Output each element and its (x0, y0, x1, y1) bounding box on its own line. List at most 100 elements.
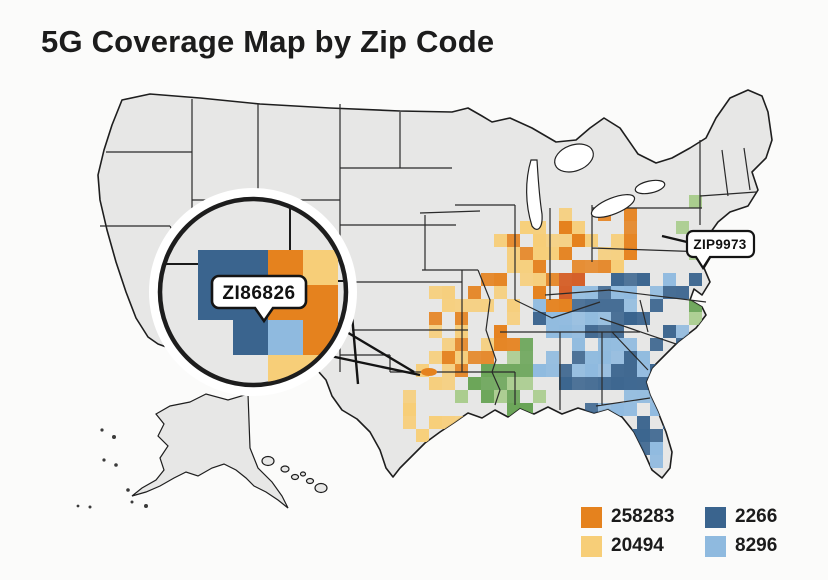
zip-cell (637, 273, 650, 286)
zip-cell (546, 299, 559, 312)
legend-value: 20494 (611, 535, 664, 556)
zip-cell (520, 260, 533, 273)
zip-cell (442, 351, 455, 364)
great-lakes (526, 143, 666, 230)
zip-cell (650, 429, 663, 442)
states-layer (76, 89, 773, 509)
zip-cell (403, 390, 416, 403)
zip-cell (468, 286, 481, 299)
legend-item: 258283 (581, 506, 679, 528)
zip-cell (598, 286, 611, 299)
zip-cell (507, 351, 520, 364)
zip-cell (624, 390, 637, 403)
zip-cell (572, 299, 585, 312)
zip-cell (520, 273, 533, 286)
zip-cell (624, 247, 637, 260)
zip-cell (624, 312, 637, 325)
zip-cell (598, 260, 611, 273)
zip-cell (494, 286, 507, 299)
inset-zip-cell (303, 250, 338, 285)
zip-cell (416, 429, 429, 442)
zip-cell (624, 351, 637, 364)
zip-cell (533, 312, 546, 325)
zip-cell (533, 273, 546, 286)
zip-cell (520, 338, 533, 351)
zip-cell (481, 351, 494, 364)
zip-cell (611, 260, 624, 273)
zip-cell (507, 299, 520, 312)
zip-cell (520, 364, 533, 377)
zip-cell (559, 221, 572, 234)
legend-value: 258283 (611, 506, 675, 527)
zip-cell (533, 286, 546, 299)
zip-cell (598, 247, 611, 260)
legend-item: 8296 (705, 535, 803, 557)
zip-cell (598, 299, 611, 312)
zip-cell (598, 351, 611, 364)
zip-cell (507, 377, 520, 390)
zip-cell (676, 325, 689, 338)
zip-cell (689, 312, 702, 325)
map-callout-label: ZIP9973 (693, 237, 746, 252)
zip-cell (676, 351, 689, 364)
zip-cell (494, 234, 507, 247)
zip-cell (520, 377, 533, 390)
zip-cell (611, 234, 624, 247)
zip-cell (611, 338, 624, 351)
zip-cell (637, 377, 650, 390)
zip-cell (637, 351, 650, 364)
zip-cell (533, 364, 546, 377)
zip-cell (403, 416, 416, 429)
zip-cell (611, 247, 624, 260)
zip-cell (611, 286, 624, 299)
zip-cell (676, 338, 689, 351)
zip-cell (611, 312, 624, 325)
zip-cell (650, 442, 663, 455)
legend: 258283 20494 2266 8296 (581, 506, 803, 557)
zip-cell (598, 338, 611, 351)
zip-cell (624, 208, 637, 221)
zip-cell (637, 429, 650, 442)
zip-cell (624, 403, 637, 416)
lake-huron (554, 143, 594, 173)
zip-cell (481, 273, 494, 286)
zip-cell (559, 208, 572, 221)
zip-cell (663, 390, 676, 403)
zip-cell (429, 377, 442, 390)
zip-cell (624, 273, 637, 286)
zip-cell (585, 286, 598, 299)
zip-cell (429, 312, 442, 325)
zip-cell (572, 364, 585, 377)
zip-cell (559, 312, 572, 325)
zip-cell (520, 247, 533, 260)
zip-cell (429, 416, 442, 429)
legend-swatch-light-orange (581, 535, 602, 557)
zip-cell (507, 364, 520, 377)
zip-cell (572, 351, 585, 364)
zip-cell (624, 377, 637, 390)
zip-cell (507, 390, 520, 403)
zip-cell (507, 234, 520, 247)
zip-cell (637, 312, 650, 325)
zip-cell (442, 364, 455, 377)
legend-item: 20494 (581, 535, 679, 557)
zip-cell (546, 351, 559, 364)
aleutian-islands (76, 428, 148, 509)
zip-cell (572, 221, 585, 234)
target-zip-dot (421, 368, 437, 376)
legend-swatch-light-blue (705, 535, 726, 557)
zip-cell (663, 325, 676, 338)
zip-cell (611, 273, 624, 286)
zip-cell (598, 312, 611, 325)
page-title: 5G Coverage Map by Zip Code (41, 24, 495, 59)
legend-swatch-dark-blue (705, 506, 726, 528)
legend-value: 8296 (735, 535, 778, 556)
zip-cell (559, 299, 572, 312)
zip-cell (559, 273, 572, 286)
zip-cell (585, 377, 598, 390)
zip-cell (533, 260, 546, 273)
zip-cell (507, 338, 520, 351)
zip-cell (481, 390, 494, 403)
zip-cell (559, 364, 572, 377)
